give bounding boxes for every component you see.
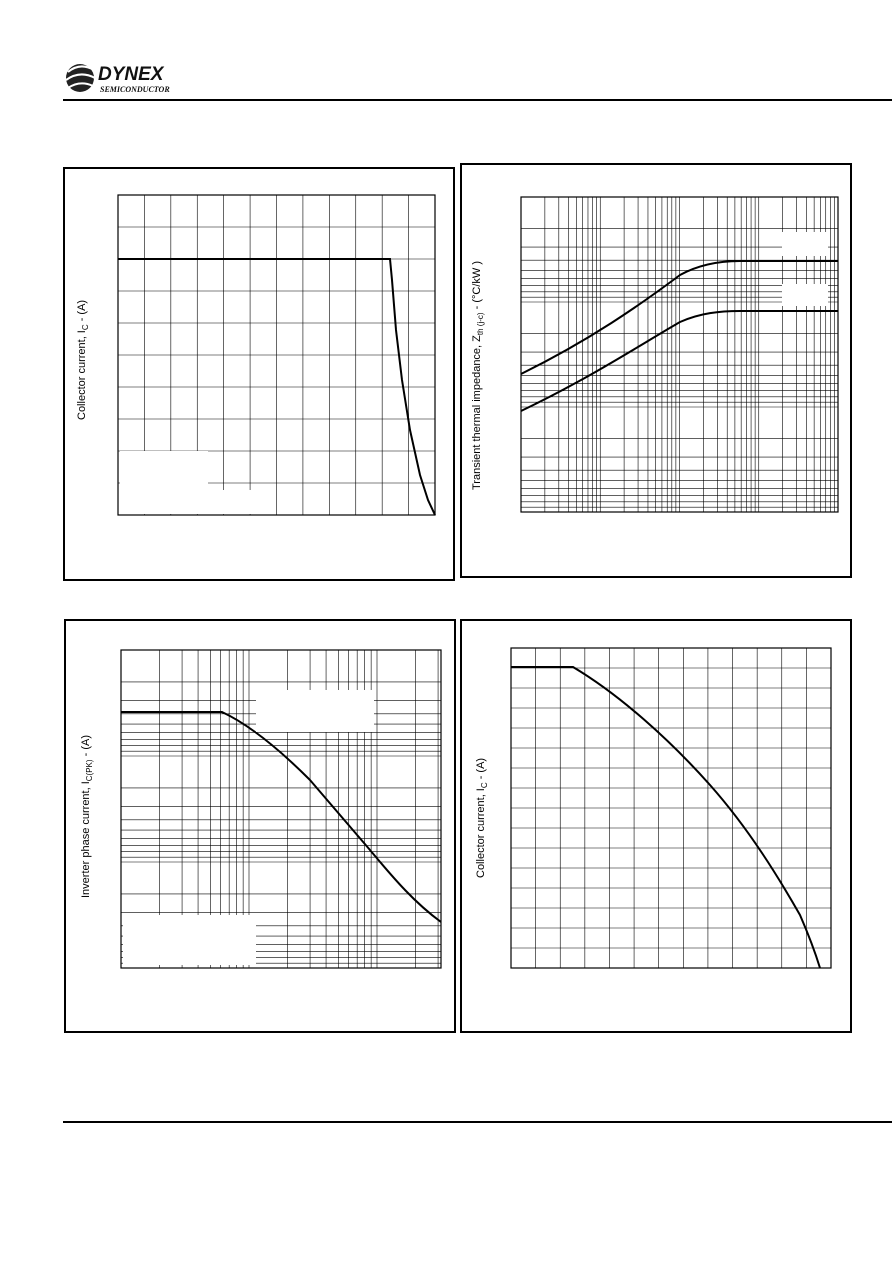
y-axis-label-text: Collector current, I [475, 788, 487, 878]
logo: DYNEX SEMICONDUCTOR [65, 64, 170, 94]
y-axis-label-suffix: - (A) [80, 735, 92, 759]
logo-text: DYNEX [98, 64, 165, 85]
curve [121, 711, 442, 923]
curve [520, 310, 838, 412]
y-axis-label-suffix: - (A) [76, 300, 88, 324]
plot-frame [120, 649, 442, 969]
legend-blank [120, 451, 208, 490]
y-axis-label-text: Transient thermal impedance, Z [471, 335, 483, 490]
legend-blank [782, 232, 828, 256]
y-axis-label: Collector current, IC - (A) [76, 300, 90, 420]
y-axis-label: Inverter phase current, IC(PK) - (A) [80, 735, 94, 898]
legend-blank [256, 690, 374, 732]
y-axis-label: Collector current, IC - (A) [475, 758, 489, 878]
y-axis-label-suffix: - (A) [475, 758, 487, 782]
logo-stripes [65, 65, 96, 89]
y-axis-label-sub: C(PK) [85, 759, 94, 781]
panel-frame [460, 619, 852, 1033]
legend-blank [782, 284, 828, 306]
y-axis-label: Transient thermal impedance, Zth (j-c) -… [471, 261, 485, 490]
y-axis-label-sub: th (j-c) [476, 312, 485, 335]
panel-frame [63, 167, 455, 581]
y-axis-label-suffix: - (°C/kW ) [471, 261, 483, 312]
logo-subtitle: SEMICONDUCTOR [100, 85, 170, 94]
panel-frame [64, 619, 456, 1033]
curve [118, 258, 436, 516]
panel-frame [460, 163, 852, 578]
y-axis-label-sub: C [81, 324, 90, 330]
legend-blank [123, 915, 256, 965]
legend-blank [120, 490, 275, 514]
y-axis-label-sub: C [480, 782, 489, 788]
y-axis-label-text: Inverter phase current, I [80, 781, 92, 898]
curve [511, 666, 821, 969]
y-axis-label-text: Collector current, I [76, 330, 88, 420]
curve [520, 260, 838, 375]
